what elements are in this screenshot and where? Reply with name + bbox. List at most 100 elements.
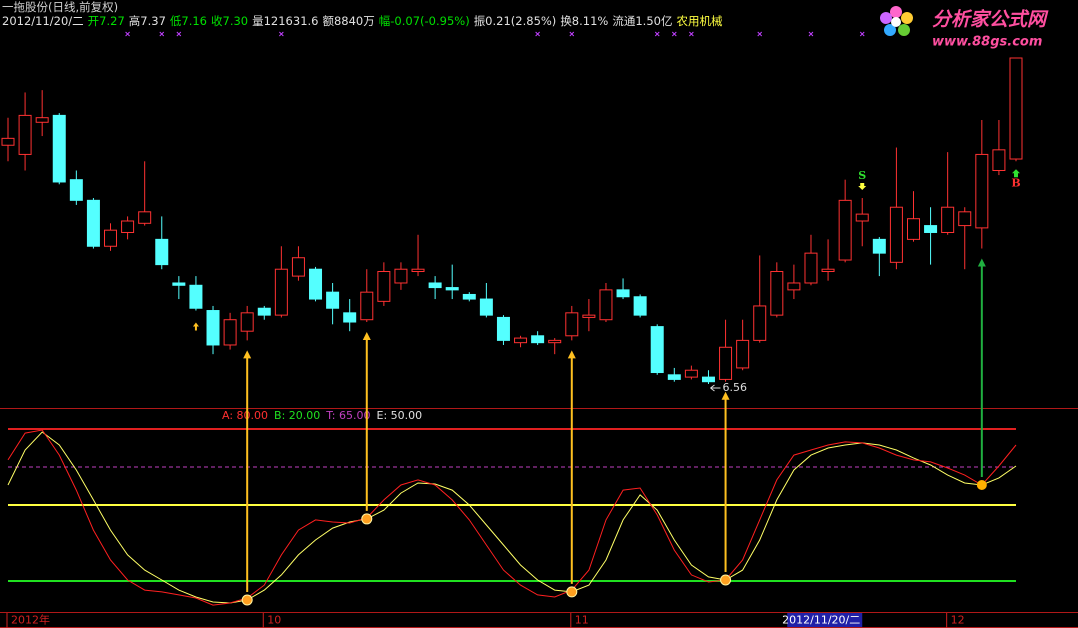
small-arrow <box>192 322 199 331</box>
petal <box>884 24 896 36</box>
cursor-date: 2012/11/20/二 <box>782 614 860 627</box>
level-label: A: 80.00 <box>222 409 268 422</box>
quote-date: 2012/11/20/二 <box>2 14 84 28</box>
marker <box>654 31 660 37</box>
quote-item: 换8.11% <box>560 14 609 28</box>
candle-body <box>257 307 271 316</box>
marker <box>808 31 814 37</box>
quote-item: 高7.37 <box>128 14 166 28</box>
signal-arrow-head <box>567 350 576 359</box>
level-label: E: 50.00 <box>377 409 423 422</box>
candle-body <box>924 225 938 233</box>
signal-dot <box>361 513 373 525</box>
candle-body <box>514 337 528 344</box>
candle-body <box>189 284 203 309</box>
marker <box>671 31 677 37</box>
candle-body <box>138 211 152 224</box>
candle-body <box>565 312 579 337</box>
candle-body <box>770 271 784 316</box>
candle-body <box>52 114 66 183</box>
signal-arrow-head <box>977 258 986 267</box>
quote-item: 开7.27 <box>87 14 125 28</box>
candle-body <box>821 268 835 273</box>
marker <box>859 31 865 37</box>
sell-label: S <box>858 169 866 182</box>
petal <box>880 12 892 24</box>
header: 一拖股份(日线,前复权) 2012/11/20/二 开7.27 高7.37 低7.16… <box>2 0 726 28</box>
marker <box>569 31 575 37</box>
candle-body <box>667 374 681 380</box>
quote-item: 幅-0.07(-0.95%) <box>378 14 470 28</box>
candle-body <box>121 220 135 233</box>
candle-body <box>445 287 459 291</box>
candle-body <box>906 218 920 240</box>
candle-body <box>736 339 750 369</box>
candle-body <box>35 117 49 123</box>
candle-body <box>650 326 664 374</box>
stock-title: 一拖股份(日线,前复权) <box>2 0 119 14</box>
candle-body <box>599 289 613 321</box>
candle-body <box>360 291 374 321</box>
marker <box>757 31 763 37</box>
candle-body <box>701 376 715 383</box>
buy-arrow <box>1012 169 1020 178</box>
candle-body <box>1009 57 1023 160</box>
candle-body <box>958 211 972 227</box>
watermark: 分析家公式网 www.88gs.com <box>880 6 1049 50</box>
candle-body <box>872 238 886 254</box>
x-tick-label: 2012年 <box>11 613 50 627</box>
signal-dot <box>720 574 732 586</box>
petal <box>898 24 910 36</box>
candle-body <box>582 314 596 318</box>
candle-body <box>616 289 630 298</box>
candle-body <box>633 296 647 316</box>
candle-body <box>941 206 955 233</box>
candle-body <box>753 305 767 341</box>
signal-arrow-head <box>721 391 730 400</box>
level-label: B: 20.00 <box>274 409 320 422</box>
quote-line: 2012/11/20/二 开7.27 高7.37 低7.16 收7.30 量121631.… <box>2 14 726 28</box>
indicator-line <box>7 431 1017 604</box>
sell-arrow <box>858 183 867 191</box>
candle-body <box>394 268 408 284</box>
candle-body <box>479 298 493 316</box>
candle-body <box>291 257 305 277</box>
candle-body <box>69 179 83 201</box>
candle-body <box>274 268 288 316</box>
candle-body <box>377 271 391 302</box>
quote-item: 振0.21(2.85%) <box>473 14 557 28</box>
candle-body <box>462 293 476 300</box>
candle-body <box>548 339 562 344</box>
candle-body <box>428 282 442 289</box>
quote-item: 量121631.6 <box>252 14 319 28</box>
marker <box>125 31 130 37</box>
candle-body <box>992 149 1006 171</box>
signal-arrow-head <box>243 350 252 359</box>
quote-item: 额8840万 <box>322 14 375 28</box>
candle-body <box>223 319 237 346</box>
candle-body <box>719 346 733 380</box>
watermark-title: 分析家公式网 <box>932 9 1049 31</box>
candle-body <box>889 206 903 263</box>
quote-item: 收7.30 <box>211 14 249 28</box>
flower-center <box>891 17 901 27</box>
marker <box>176 31 182 37</box>
candle-body <box>343 312 357 323</box>
buy-label: B <box>1011 176 1020 189</box>
quote-item: 低7.16 <box>169 14 207 28</box>
candle-body <box>531 335 545 344</box>
watermark-url: www.88gs.com <box>932 35 1042 50</box>
marker <box>279 31 284 37</box>
x-tick-label: 10 <box>267 614 281 627</box>
candle-body <box>804 252 818 284</box>
candle-body <box>240 312 254 332</box>
low-arrow <box>710 384 721 392</box>
signal-dot <box>241 594 253 606</box>
petal <box>890 6 902 18</box>
level-label: T: 65.00 <box>325 409 370 422</box>
candle-body <box>172 282 186 286</box>
candle-body <box>411 268 425 273</box>
candle-body <box>855 213 869 222</box>
